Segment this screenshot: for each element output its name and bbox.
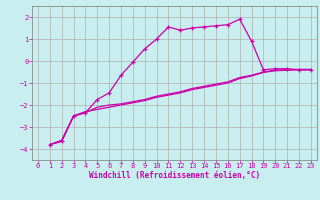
X-axis label: Windchill (Refroidissement éolien,°C): Windchill (Refroidissement éolien,°C): [89, 171, 260, 180]
